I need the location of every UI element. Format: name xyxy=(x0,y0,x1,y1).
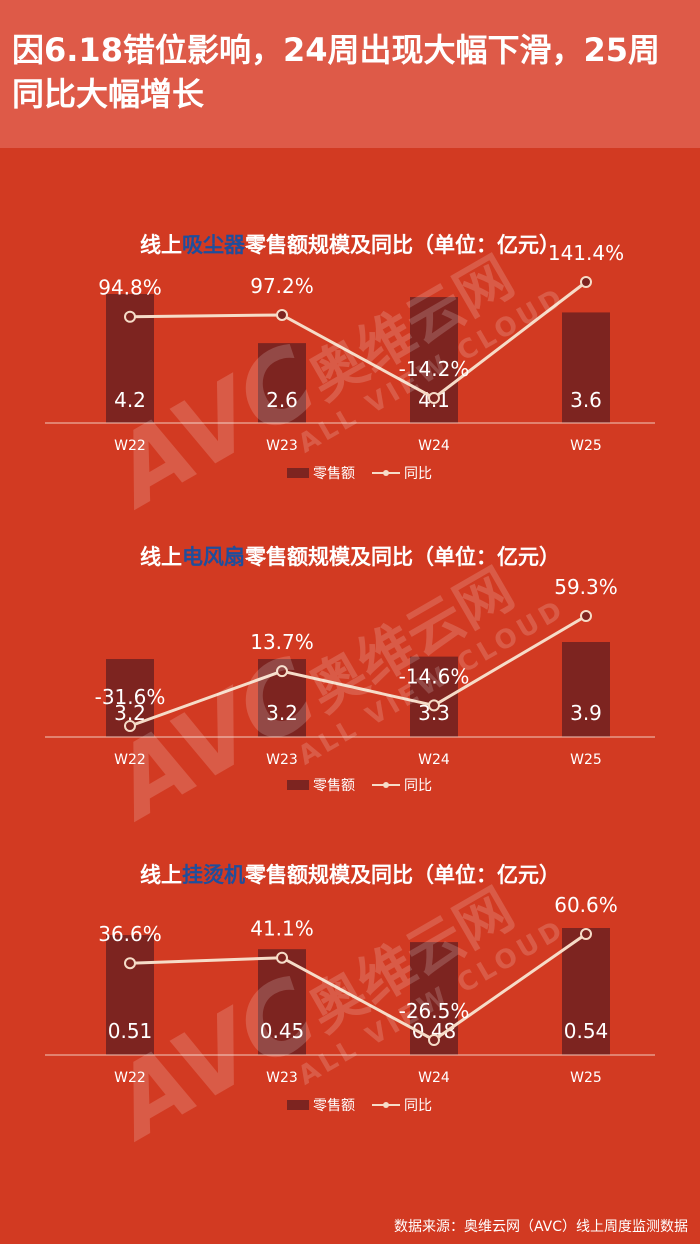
legend-bar-swatch xyxy=(287,1100,309,1110)
chart-title: 线上电风扇零售额规模及同比（单位：亿元） xyxy=(140,545,560,569)
yoy-point xyxy=(124,720,136,732)
bar xyxy=(258,343,306,423)
yoy-point xyxy=(124,310,136,323)
page-title: 因6.18错位影响，24周出现大幅下滑，25周同比大幅增长 xyxy=(12,31,661,113)
legend-line-marker xyxy=(383,1102,389,1108)
yoy-value-label: 94.8% xyxy=(98,276,162,300)
legend-line-label: 同比 xyxy=(404,1098,432,1114)
legend-bar-label: 零售额 xyxy=(313,1098,355,1114)
data-source-note: 数据来源：奥维云网（AVC）线上周度监测数据 xyxy=(393,1219,688,1235)
legend-bar-swatch xyxy=(287,468,309,478)
yoy-line xyxy=(129,280,587,400)
bar xyxy=(562,312,610,423)
chart-fan: 线上电风扇零售额规模及同比（单位：亿元）3.2 3.2 3.3 3.9-31.6%13… xyxy=(45,545,655,794)
yoy-point xyxy=(580,928,592,940)
yoy-line xyxy=(129,932,587,1042)
chart-title: 线上吸尘器零售额规模及同比（单位：亿元） xyxy=(140,233,560,257)
bar-value-label: 0.45 xyxy=(260,1019,305,1043)
chart-title-highlight: 电风扇 xyxy=(182,545,245,569)
yoy-point xyxy=(428,699,440,712)
yoy-value-label: 60.6% xyxy=(554,893,618,917)
legend-line-marker xyxy=(383,782,389,788)
bar-value-label: 3.9 xyxy=(570,701,602,725)
legend-line-label: 同比 xyxy=(404,778,432,794)
bar xyxy=(562,642,610,737)
x-tick-label: W25 xyxy=(570,438,602,454)
x-tick-label: W22 xyxy=(114,438,146,454)
x-tick-label: W22 xyxy=(114,1070,146,1086)
header-banner: 因6.18错位影响，24周出现大幅下滑，25周同比大幅增长 xyxy=(0,0,700,148)
yoy-value-label: 141.4% xyxy=(548,241,624,265)
chart-title-suffix: 零售额规模及同比（单位：亿元） xyxy=(244,863,560,887)
chart-title-prefix: 线上 xyxy=(140,233,182,257)
chart-panel-vacuum: 线上吸尘器零售额规模及同比（单位：亿元）4.22.64.13.694.8%97.… xyxy=(0,220,700,495)
legend-bar-swatch xyxy=(287,780,309,790)
bar-value-label: 2.6 xyxy=(266,388,298,412)
x-tick-label: W23 xyxy=(266,1070,298,1086)
yoy-point xyxy=(276,665,288,678)
bar-value-label: 3.2 xyxy=(266,701,298,725)
yoy-point xyxy=(428,1034,440,1046)
bar xyxy=(106,935,154,1055)
bar xyxy=(562,928,610,1055)
yoy-value-label: 97.2% xyxy=(250,274,314,298)
yoy-value-label: 41.1% xyxy=(250,917,314,941)
yoy-point xyxy=(276,308,288,321)
yoy-point xyxy=(580,610,592,622)
x-tick-label: W24 xyxy=(418,1070,450,1086)
chart-panel-fan: 线上电风扇零售额规模及同比（单位：亿元） 3.2 3.2 3.3 3.9 -31.6% 13… xyxy=(0,530,700,810)
x-tick-label: W22 xyxy=(114,752,146,768)
legend-line-label: 同比 xyxy=(404,466,432,482)
yoy-value-label: -26.5% xyxy=(399,999,470,1023)
yoy-point xyxy=(276,951,288,964)
yoy-value-label: 59.3% xyxy=(554,575,618,599)
chart-title-prefix: 线上 xyxy=(140,545,182,569)
yoy-line xyxy=(129,614,587,728)
bar-value-label: 0.51 xyxy=(108,1019,153,1043)
legend-bar-label: 零售额 xyxy=(313,466,355,482)
yoy-point xyxy=(580,276,592,288)
x-tick-label: W25 xyxy=(570,1070,602,1086)
chart-title-highlight: 吸尘器 xyxy=(182,233,246,257)
chart-vacuum: 线上吸尘器零售额规模及同比（单位：亿元）4.22.64.13.694.8%97.… xyxy=(45,233,655,482)
bar-value-label: 4.2 xyxy=(114,388,146,412)
x-tick-label: W24 xyxy=(418,438,450,454)
yoy-point xyxy=(428,392,440,404)
x-tick-label: W24 xyxy=(418,752,450,768)
bar-value-label: 3.6 xyxy=(570,388,602,412)
chart-title-suffix: 零售额规模及同比（单位：亿元） xyxy=(244,545,560,569)
yoy-value-label: -14.2% xyxy=(399,357,470,381)
chart-steamer: 线上挂烫机零售额规模及同比（单位：亿元）0.51 0.45 0.48 0.5436.6… xyxy=(45,863,655,1114)
x-tick-label: W25 xyxy=(570,752,602,768)
yoy-value-label: 13.7% xyxy=(250,630,314,654)
yoy-point xyxy=(124,957,136,970)
chart-title-suffix: 零售额规模及同比（单位：亿元） xyxy=(244,233,560,257)
bar-value-label: 0.54 xyxy=(564,1019,609,1043)
yoy-value-label: 36.6% xyxy=(98,922,162,946)
legend-line-marker xyxy=(383,470,389,476)
chart-title-highlight: 挂烫机 xyxy=(182,863,245,887)
chart-title-prefix: 线上 xyxy=(140,863,182,887)
chart-panel-steamer: 线上挂烫机零售额规模及同比（单位：亿元） 0.51 0.45 0.48 0.54 36.6… xyxy=(0,848,700,1128)
legend-bar-label: 零售额 xyxy=(313,778,355,794)
yoy-value-label: -14.6% xyxy=(399,664,470,688)
x-tick-label: W23 xyxy=(266,752,298,768)
x-tick-label: W23 xyxy=(266,438,298,454)
chart-title: 线上挂烫机零售额规模及同比（单位：亿元） xyxy=(140,863,560,887)
yoy-value-label: -31.6% xyxy=(95,685,166,709)
